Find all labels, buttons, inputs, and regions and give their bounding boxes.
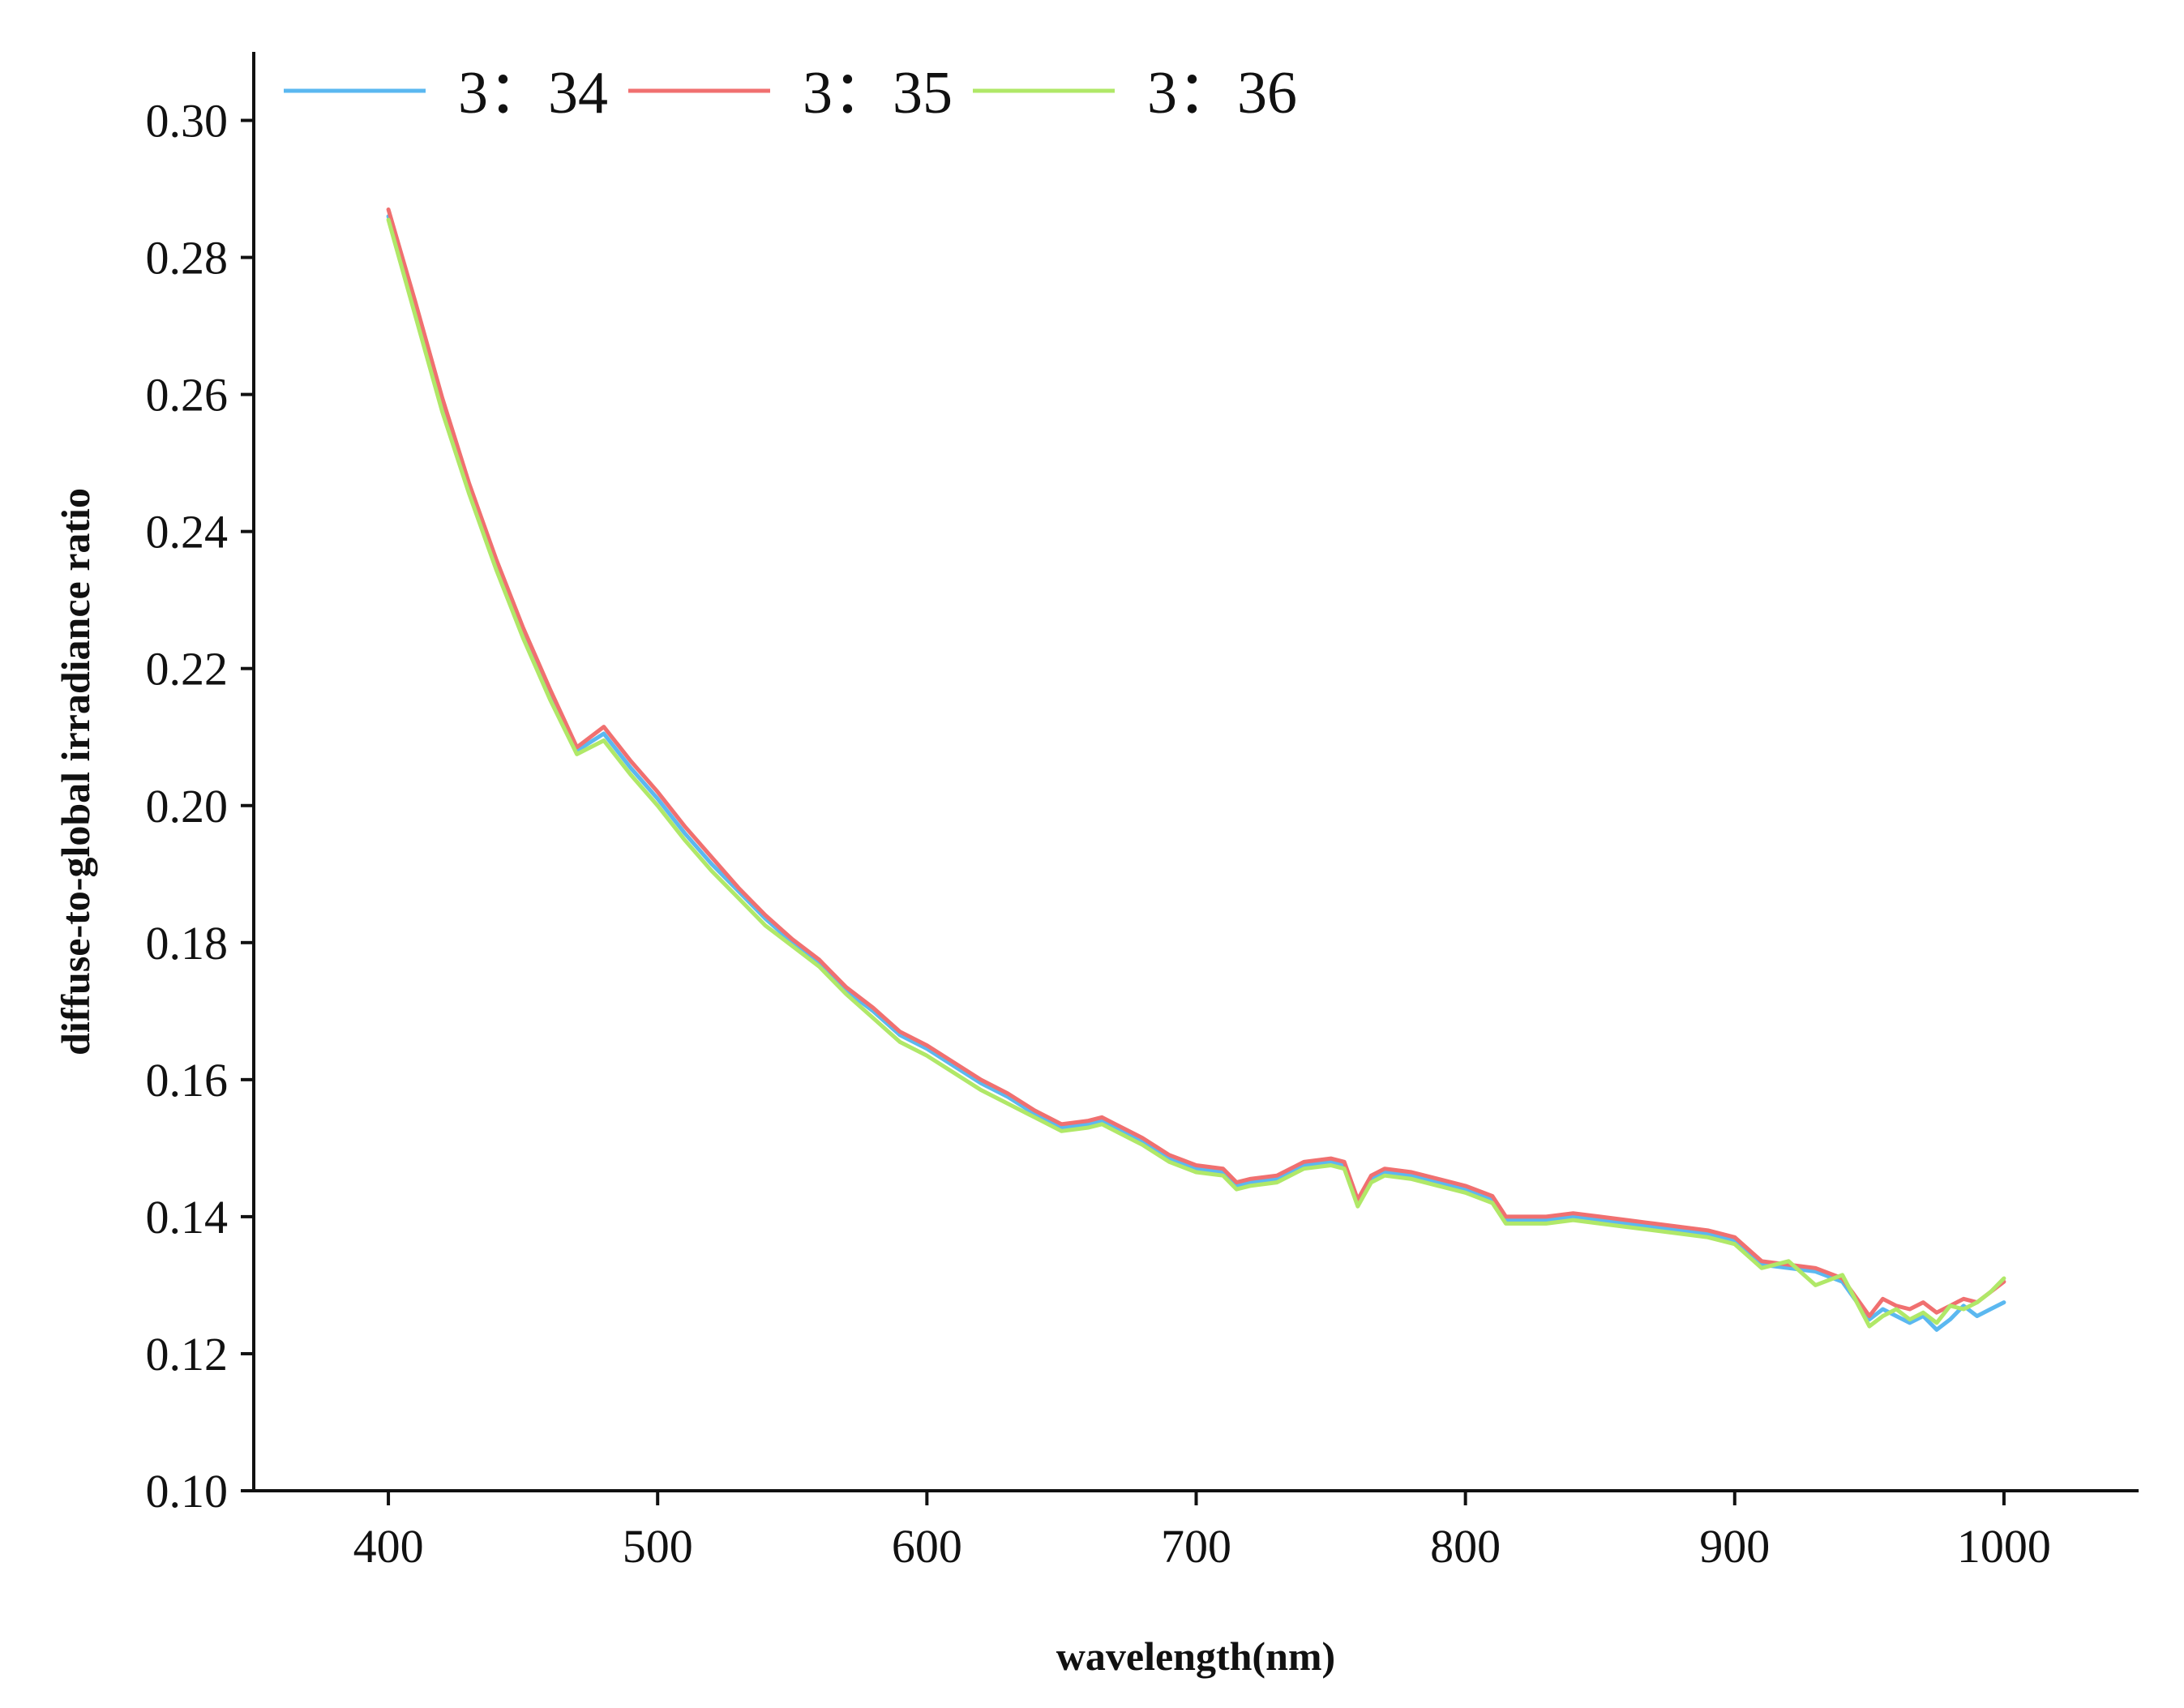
legend-label: 3：36	[1147, 60, 1297, 126]
x-tick-label: 900	[1699, 1520, 1770, 1573]
axes: 0.10 0.12 0.14 0.16 0.18 0.20 0.22 0.24 0.26 0.28…	[146, 52, 2139, 1573]
x-ticks: 400 500 600 700 800 900 1000	[353, 1491, 2051, 1573]
y-ticks: 0.10 0.12 0.14 0.16 0.18 0.20 0.22 0.24 0.26 0.28…	[146, 95, 254, 1518]
x-tick-label: 600	[892, 1520, 962, 1573]
y-tick-label: 0.30	[146, 95, 229, 148]
series-lines	[386, 207, 2006, 1332]
y-tick-label: 0.22	[146, 643, 229, 696]
series-line-2	[386, 207, 2006, 1318]
legend-label: 3：35	[803, 60, 953, 126]
x-axis-title: wavelength(nm)	[1056, 1633, 1335, 1679]
x-tick-label: 400	[353, 1520, 424, 1573]
y-tick-label: 0.26	[146, 369, 229, 422]
y-tick-label: 0.18	[146, 917, 229, 970]
x-tick-label: 1000	[1957, 1520, 2051, 1573]
y-tick-label: 0.24	[146, 506, 229, 559]
legend-label: 3：34	[458, 60, 608, 126]
y-tick-label: 0.28	[146, 232, 229, 285]
y-tick-label: 0.12	[146, 1328, 229, 1381]
legend: 3：34 3：35 3：36	[284, 60, 1297, 126]
y-axis-title: diffuse-to-global irradiance ratio	[53, 488, 98, 1055]
x-tick-label: 800	[1430, 1520, 1501, 1573]
series-line-3	[386, 217, 2006, 1329]
y-tick-label: 0.14	[146, 1191, 229, 1244]
y-tick-label: 0.16	[146, 1054, 229, 1107]
x-tick-label: 500	[623, 1520, 693, 1573]
series-line-1	[386, 214, 2006, 1332]
y-tick-label: 0.10	[146, 1465, 229, 1518]
y-tick-label: 0.20	[146, 780, 229, 833]
x-tick-label: 700	[1161, 1520, 1231, 1573]
